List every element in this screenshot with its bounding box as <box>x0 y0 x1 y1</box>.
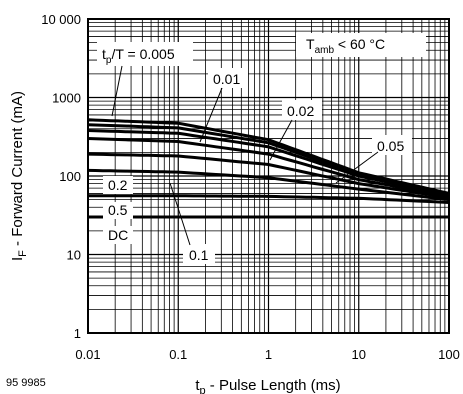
series-label-002: 0.02 <box>287 103 314 119</box>
plot-frame <box>87 18 450 334</box>
x-tick-label: 0.1 <box>169 347 187 362</box>
condition-label: Tamb < 60 °C <box>306 36 385 56</box>
x-axis-label: tp - Pulse Length (ms) <box>195 377 340 394</box>
series-label-02: 0.2 <box>108 177 128 193</box>
x-tick-label: 0.01 <box>75 347 100 362</box>
series-label-bg-dc <box>103 226 133 244</box>
y-tick-label: 100 <box>59 169 81 184</box>
series-line-02 <box>87 168 450 202</box>
series-label-bg-01 <box>183 244 215 264</box>
series-line-005 <box>87 137 450 198</box>
leader-002 <box>269 119 293 161</box>
grid <box>88 19 449 333</box>
y-axis-label: IF - Forward Current (mA) <box>9 91 29 261</box>
series-label-01: 0.1 <box>189 247 209 263</box>
series-label-dc: DC <box>108 227 128 243</box>
series-line-002 <box>87 129 450 197</box>
leader-01 <box>169 182 191 246</box>
series-label-bg-001 <box>208 68 248 88</box>
series-label-bg-05 <box>103 202 133 219</box>
series-line-05 <box>88 194 450 204</box>
series-line-01 <box>87 152 450 200</box>
x-tick-label: 1 <box>265 347 272 362</box>
x-tick-label: 100 <box>438 347 460 362</box>
series-label-0005: tp/T = 0.005 <box>102 46 175 66</box>
series-label-05: 0.5 <box>108 202 128 218</box>
series-layer <box>87 118 450 219</box>
condition-box <box>296 33 426 57</box>
y-tick-label: 1000 <box>52 91 81 106</box>
series-label-005: 0.05 <box>377 138 404 154</box>
series-label-bg-002 <box>282 100 322 120</box>
figure-reference: 95 9985 <box>6 377 46 389</box>
y-tick-label: 10 <box>67 248 81 263</box>
tick-labels: 0.01 0.1 1 10 100 1 10 100 1000 10 000 <box>41 12 460 362</box>
leader-005 <box>335 151 379 184</box>
leader-0005 <box>111 65 123 117</box>
series-label-001: 0.01 <box>213 71 240 87</box>
series-label-bg-005 <box>372 135 412 155</box>
x-tick-label: 10 <box>352 347 366 362</box>
y-tick-label: 1 <box>74 326 81 341</box>
leader-001 <box>199 87 223 143</box>
series-label-bg-0005 <box>97 42 193 66</box>
series-label-bg-02 <box>103 176 133 194</box>
y-tick-label: 10 000 <box>41 12 81 27</box>
